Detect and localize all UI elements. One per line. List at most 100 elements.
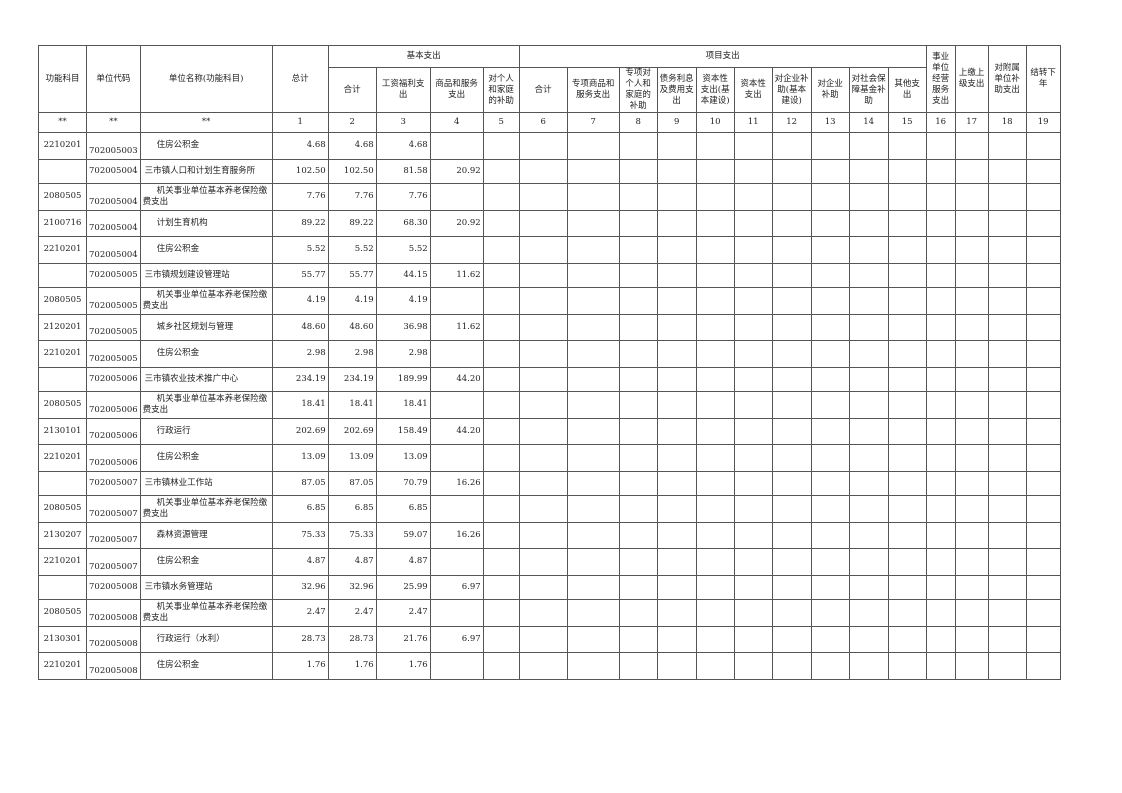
empty-cell [954,548,989,576]
header-column-number: ** [139,112,273,133]
empty-cell [954,366,989,392]
total-cell: 7.76 [271,183,329,211]
empty-cell [771,209,812,237]
header-project-col: 专项对个人和家庭的补助 [618,67,658,113]
empty-cell [810,262,850,288]
empty-cell [518,209,568,237]
unit-code-cell: 702005006 [86,366,141,392]
empty-cell [733,625,773,653]
empty-cell [695,599,735,627]
empty-cell [695,548,735,576]
empty-cell [733,391,773,419]
empty-cell [518,521,568,549]
empty-cell [954,521,989,549]
empty-cell [771,236,812,264]
empty-cell [518,236,568,264]
empty-cell [1025,391,1061,419]
header-column-number: 16 [925,112,956,133]
empty-cell [656,495,697,523]
empty-cell [518,495,568,523]
wage-cell: 4.87 [375,548,431,576]
func-subject-cell: 2080505 [38,391,87,419]
empty-cell [695,470,735,496]
total-cell: 55.77 [271,262,329,288]
individual-subsidy-cell [482,417,520,445]
empty-cell [695,417,735,445]
empty-cell [1025,521,1061,549]
header-column-number: ** [86,112,141,133]
empty-cell [566,366,620,392]
total-cell: 32.96 [271,574,329,600]
empty-cell [810,287,850,315]
empty-cell [518,599,568,627]
empty-cell [656,262,697,288]
unit-row: 702005006 三市镇农业技术推广中心 234.19 234.19 189.99 44… [38,366,1061,392]
empty-cell [887,183,927,211]
individual-subsidy-cell [482,366,520,392]
empty-cell [987,262,1027,288]
individual-subsidy-cell [482,183,520,211]
empty-cell [1025,262,1061,288]
empty-cell [987,521,1027,549]
wage-cell: 7.76 [375,183,431,211]
total-cell: 202.69 [271,417,329,445]
unit-name-cell: 机关事业单位基本养老保险缴费支出 [139,287,273,315]
empty-cell [566,340,620,368]
empty-cell [733,236,773,264]
empty-cell [656,340,697,368]
empty-cell [771,132,812,160]
header-project-col: 对社会保障基金补助 [848,67,889,113]
empty-cell [954,158,989,184]
empty-cell [733,417,773,445]
empty-cell [925,417,956,445]
basic-total-cell: 48.60 [327,313,377,341]
table-row: 2100716 702005004 计划生育机构 89.22 89.22 68.30 20.… [38,209,1061,237]
empty-cell [733,209,773,237]
empty-cell [887,548,927,576]
empty-cell [618,495,658,523]
empty-cell [887,340,927,368]
table-row: 2210201 702005003 住房公积金 4.68 4.68 4.68 [38,132,1061,160]
goods-services-cell [429,548,484,576]
empty-cell [771,287,812,315]
empty-cell [954,470,989,496]
empty-cell [518,652,568,680]
empty-cell [954,495,989,523]
empty-cell [618,366,658,392]
empty-cell [848,183,889,211]
empty-cell [618,340,658,368]
empty-cell [925,521,956,549]
basic-total-cell: 102.50 [327,158,377,184]
empty-cell [733,158,773,184]
empty-cell [848,625,889,653]
total-cell: 75.33 [271,521,329,549]
basic-total-cell: 4.19 [327,287,377,315]
goods-services-cell: 6.97 [429,574,484,600]
unit-code-cell: 702005006 [86,417,141,445]
empty-cell [618,158,658,184]
func-subject-cell: 2080505 [38,287,87,315]
unit-code-cell: 702005004 [86,236,141,264]
empty-cell [518,158,568,184]
unit-name-cell: 城乡社区规划与管理 [139,313,273,341]
budget-expenditure-table: 功能科目 单位代码 单位名称(功能科目) 总计 基本支出 项目支出 事业单位经营… [38,45,1061,680]
empty-cell [695,262,735,288]
basic-total-cell: 55.77 [327,262,377,288]
empty-cell [810,313,850,341]
empty-cell [810,470,850,496]
wage-cell: 5.52 [375,236,431,264]
func-subject-cell: 2130301 [38,625,87,653]
wage-cell: 18.41 [375,391,431,419]
empty-cell [518,340,568,368]
header-column-number: 19 [1025,112,1061,133]
goods-services-cell: 20.92 [429,158,484,184]
header-unit-code: 单位代码 [86,45,141,113]
total-cell: 5.52 [271,236,329,264]
empty-cell [733,599,773,627]
goods-services-cell: 20.92 [429,209,484,237]
header-column-number: 15 [887,112,927,133]
goods-services-cell: 16.26 [429,521,484,549]
empty-cell [618,262,658,288]
empty-cell [618,470,658,496]
empty-cell [987,132,1027,160]
